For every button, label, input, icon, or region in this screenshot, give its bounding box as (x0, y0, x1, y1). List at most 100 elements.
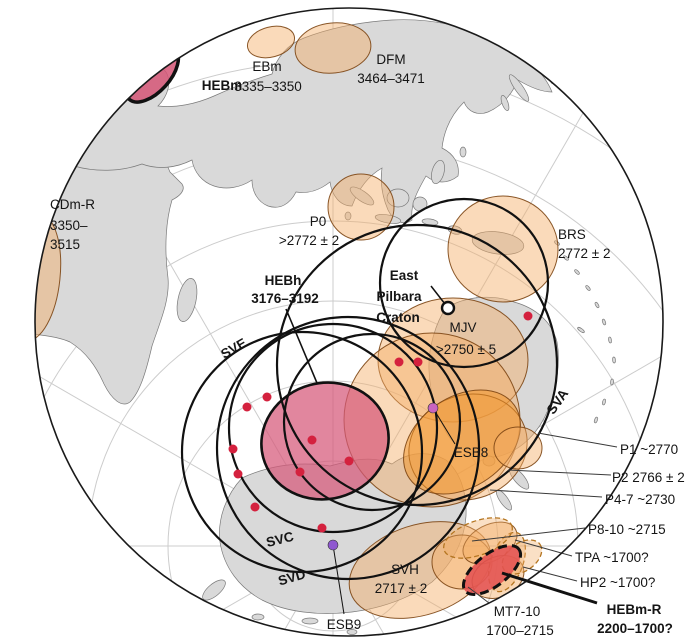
globe-edge (34, 7, 664, 637)
pole-ellipse-hebmr (461, 544, 523, 596)
red-pole-dot (344, 456, 354, 466)
sv-circle-sve (180, 330, 424, 574)
sv-circle-svb-top (378, 197, 550, 369)
meridian-line (35, 545, 334, 636)
red-pole-dot (317, 523, 327, 533)
label-svc: SVC (264, 528, 296, 551)
label-hebh-name: HEBh (264, 272, 302, 288)
label-p0-age: >2772 ± 2 (278, 232, 340, 248)
continent-fiji-3 (610, 378, 614, 386)
label-sva: SVA (543, 386, 572, 417)
label-ebm-age: 3335–3350 (234, 78, 302, 94)
label-brs-name: BRS (558, 226, 586, 242)
label-p1: P1 ~2770 (620, 441, 679, 457)
red-pole-dot (242, 402, 252, 412)
sample-dots (228, 311, 533, 551)
continent-fiji-4 (602, 398, 606, 406)
sv-circle-sv-extra (282, 332, 462, 512)
leader-line-hebmr (501, 571, 598, 605)
magenta-dot-esb8 (427, 402, 439, 414)
label-ebm-name: EBm (252, 58, 282, 74)
leader-line-hp2 (522, 566, 578, 582)
leader-line-p1 (537, 432, 618, 448)
continent-japan (508, 74, 530, 102)
red-pole-dot (228, 444, 238, 454)
label-mjv-age: >2750 ± 5 (435, 341, 497, 357)
continent-melanesia-6 (601, 318, 607, 326)
continent-java (374, 214, 402, 224)
pole-ellipse-brs (447, 195, 559, 303)
continent-fiji-1 (608, 336, 612, 344)
continent-melanesia-5 (594, 301, 600, 309)
leader-line-esb9 (332, 544, 345, 615)
purple-dot-esb9 (327, 539, 339, 551)
sv-circle-svd (215, 315, 481, 581)
pole-ellipse-ebm (246, 25, 296, 59)
red-pole-dot (394, 357, 404, 367)
sv-circle-svc (227, 322, 439, 534)
pole-ellipse-p8-10-dashed (443, 517, 513, 559)
label-hebm: HEBm (201, 77, 243, 93)
red-pole-dot (262, 392, 272, 402)
label-epc-2: Pilbara (376, 288, 422, 304)
pole-ellipse-p1 (493, 426, 543, 470)
leader-lines (285, 285, 618, 615)
pole-ellipse-hebh (260, 381, 390, 501)
label-p4-7: P4-7 ~2730 (605, 491, 676, 507)
red-pole-dot (307, 435, 317, 445)
east-pilbara-craton-marker (440, 300, 456, 316)
continent-japan-south (500, 95, 510, 111)
continent-new-guinea (471, 231, 525, 255)
continent-fiji-2 (612, 356, 616, 364)
pole-ellipses-top (461, 544, 523, 596)
label-dfm-age: 3464–3471 (357, 70, 425, 86)
label-cdmr-age1: 3350– (50, 217, 88, 233)
label-sve: SVE (218, 335, 250, 362)
continent-borneo (386, 188, 410, 208)
label-hebmr-age: 2200–1700? (597, 620, 673, 636)
pole-ellipses-tan (35, 22, 559, 619)
leader-line-p2 (507, 469, 612, 476)
label-mjv-name: MJV (449, 319, 477, 335)
label-hebh-age: 3176–3192 (251, 290, 319, 306)
red-pole-dot (295, 467, 305, 477)
label-mt710-name: MT7-10 (493, 603, 541, 619)
continent-melanesia-3 (574, 269, 580, 275)
red-pole-dot (413, 357, 423, 367)
continent-island-s3 (346, 629, 358, 635)
continent-nz-north (508, 466, 530, 490)
label-esb9: ESB9 (326, 616, 362, 632)
label-hp2: HP2 ~1700? (580, 574, 656, 590)
red-pole-dot (233, 469, 243, 479)
leader-line-p8-10 (471, 527, 586, 542)
label-cdmr-name: CDm-R (50, 196, 95, 212)
continent-antarctic-peninsula (202, 579, 226, 601)
leader-line-p4-7 (489, 489, 603, 498)
continent-philippines (431, 159, 445, 185)
continent-sumatra (349, 186, 375, 206)
leader-line-esb8 (432, 407, 456, 445)
continent-melanesia-2 (563, 255, 569, 261)
label-svh-name: SVH (391, 561, 419, 577)
label-p2: P2 2766 ± 2 (612, 469, 685, 485)
continent-island-s2 (301, 617, 319, 625)
leader-line-hebh (285, 308, 318, 384)
continent-new-caledonia (577, 327, 585, 333)
label-brs-age: 2772 ± 2 (558, 245, 611, 261)
label-dfm-name: DFM (376, 51, 406, 67)
pole-ellipse-svh (348, 521, 492, 619)
pole-ellipse-dfm (294, 22, 372, 74)
label-epc-3: Craton (376, 309, 420, 325)
continent-fiji-5 (593, 416, 599, 424)
label-p8-10: P8-10 ~2715 (588, 521, 666, 537)
label-mt710-age: 1700–2715 (486, 622, 554, 638)
label-epc-1: East (389, 267, 419, 283)
pole-ellipse-p0 (327, 173, 395, 241)
continent-island-s1 (251, 613, 265, 621)
red-pole-dot (523, 311, 533, 321)
label-p0-name: P0 (309, 213, 327, 229)
label-svh-age: 2717 ± 2 (374, 580, 428, 596)
